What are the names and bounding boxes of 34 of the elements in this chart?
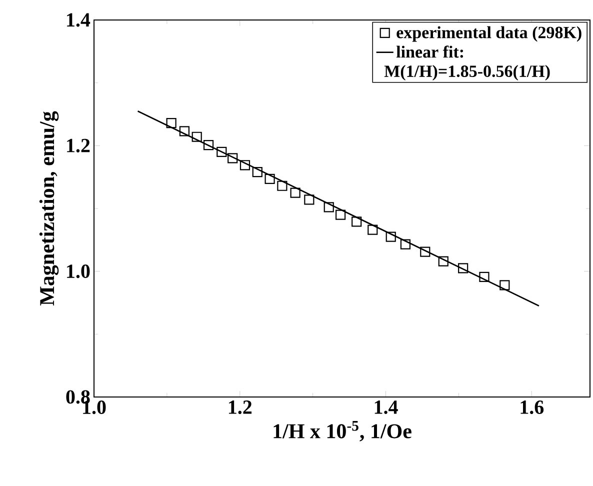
point: [386, 232, 396, 242]
y-tick-label: 1.2: [67, 138, 90, 152]
point: [335, 210, 346, 220]
point: [438, 256, 448, 266]
point: [179, 126, 190, 136]
legend-label: linear fit:: [396, 46, 464, 58]
y-axis-title: Magnetization, emu/g: [39, 111, 59, 306]
annotation: M(1/H)=1.85-0.56(1/H): [384, 65, 550, 80]
point: [290, 188, 300, 198]
point: [203, 140, 214, 150]
point: [216, 146, 227, 157]
legend-label: experimental data (298K): [396, 26, 582, 42]
point: [500, 280, 510, 290]
point: [420, 246, 430, 257]
y-tick-label: 1.0: [67, 264, 90, 278]
point: [264, 174, 275, 184]
point: [166, 118, 176, 128]
point: [458, 263, 468, 274]
x-axis-title: 1/H x 10$^{-5}$, 1/Oe: [274, 420, 412, 442]
point: [368, 224, 378, 235]
point: [400, 239, 411, 250]
point: [240, 160, 250, 170]
point: [324, 202, 334, 212]
point: [228, 153, 238, 164]
x-tick-label: 1.6: [520, 400, 544, 414]
point: [479, 272, 490, 282]
point: [192, 132, 202, 142]
point: [352, 216, 362, 227]
x-tick-label: 1.2: [228, 400, 252, 414]
x-tick-label: 1.4: [374, 400, 398, 414]
point: [304, 194, 314, 205]
y-tick-label: 1.4: [67, 13, 90, 27]
point: [277, 180, 288, 191]
point: [252, 167, 262, 178]
